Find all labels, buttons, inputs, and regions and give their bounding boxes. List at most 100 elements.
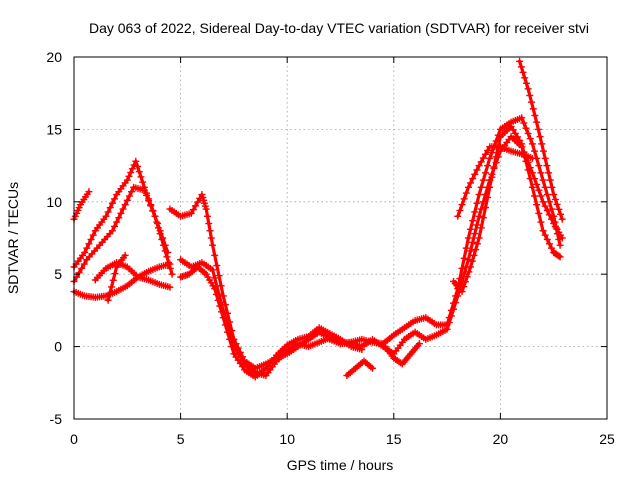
data-point	[128, 188, 136, 196]
x-tick-label: 10	[279, 431, 295, 447]
data-point	[492, 153, 500, 161]
data-point	[219, 314, 227, 322]
data-point	[461, 278, 469, 286]
data-point	[161, 241, 169, 249]
data-point	[479, 176, 487, 184]
data-point	[473, 240, 481, 248]
x-tick-label: 25	[599, 431, 615, 447]
data-point	[125, 192, 133, 200]
series-track-3	[70, 183, 172, 285]
data-point	[215, 272, 223, 280]
data-point	[159, 234, 167, 242]
data-point	[156, 227, 164, 235]
y-tick-label: 15	[46, 121, 62, 137]
data-point	[477, 183, 485, 191]
data-point	[475, 162, 483, 170]
data-point	[108, 227, 116, 235]
data-point	[548, 205, 556, 213]
data-point	[147, 202, 155, 210]
data-point	[479, 154, 487, 162]
data-point	[543, 206, 551, 214]
data-point	[189, 206, 197, 214]
data-point	[108, 199, 116, 207]
data-point	[216, 302, 224, 310]
data-point	[539, 176, 547, 184]
data-point	[206, 227, 214, 235]
series-track-5	[91, 259, 174, 291]
data-point	[554, 230, 562, 238]
data-point	[460, 195, 468, 203]
data-point	[526, 175, 534, 183]
data-point	[149, 207, 157, 215]
data-point	[475, 191, 483, 199]
data-point	[464, 183, 472, 191]
data-point	[556, 253, 564, 261]
data-point	[106, 290, 114, 298]
data-point	[535, 209, 543, 217]
data-point	[203, 212, 211, 220]
data-point	[85, 240, 93, 248]
data-point	[539, 198, 547, 206]
y-axis-label: SDTVAR / TECUs	[5, 182, 21, 294]
data-point	[543, 235, 551, 243]
data-point	[541, 183, 549, 191]
data-point	[484, 147, 492, 155]
data-point	[462, 244, 470, 252]
series-track-9	[177, 263, 366, 381]
x-tick-label: 20	[493, 431, 509, 447]
data-point	[541, 202, 549, 210]
data-point	[415, 340, 423, 348]
y-tick-label: 10	[46, 194, 62, 210]
data-point	[125, 172, 133, 180]
data-point	[226, 335, 234, 343]
data-point	[558, 215, 566, 223]
data-point	[550, 191, 558, 199]
data-point	[552, 224, 560, 232]
data-point	[470, 251, 478, 259]
y-tick-label: 0	[54, 339, 62, 355]
data-point	[140, 186, 148, 194]
data-point	[128, 165, 136, 173]
data-point	[469, 175, 477, 183]
data-point	[528, 154, 536, 162]
data-point	[467, 247, 475, 255]
data-point	[490, 163, 498, 171]
data-point	[213, 262, 221, 270]
series-track-11	[379, 114, 564, 348]
data-point	[531, 192, 539, 200]
x-tick-label: 15	[386, 431, 402, 447]
data-point	[209, 266, 217, 274]
data-point	[469, 238, 477, 246]
data-point	[102, 212, 110, 220]
data-point	[467, 179, 475, 187]
data-point	[519, 68, 527, 76]
data-point	[106, 204, 114, 212]
data-point	[145, 197, 153, 205]
data-point	[522, 124, 530, 132]
data-point	[469, 217, 477, 225]
data-point	[521, 74, 529, 82]
data-point	[553, 200, 561, 208]
data-point	[166, 283, 174, 291]
data-point	[471, 208, 479, 216]
plot-area	[70, 57, 566, 381]
data-point	[536, 133, 544, 141]
data-point	[468, 257, 476, 265]
data-point	[543, 162, 551, 170]
data-point	[531, 111, 539, 119]
y-tick-label: -5	[50, 411, 63, 427]
data-point	[449, 299, 457, 307]
grid	[74, 57, 607, 419]
data-point	[137, 173, 145, 181]
data-point	[224, 328, 232, 336]
data-point	[481, 204, 489, 212]
series-line	[179, 258, 332, 378]
data-point	[551, 195, 559, 203]
data-point	[467, 263, 475, 271]
data-point	[134, 162, 142, 170]
data-point	[531, 147, 539, 155]
data-point	[551, 218, 559, 226]
data-point	[207, 234, 215, 242]
data-point	[533, 201, 541, 209]
data-point	[139, 178, 147, 186]
